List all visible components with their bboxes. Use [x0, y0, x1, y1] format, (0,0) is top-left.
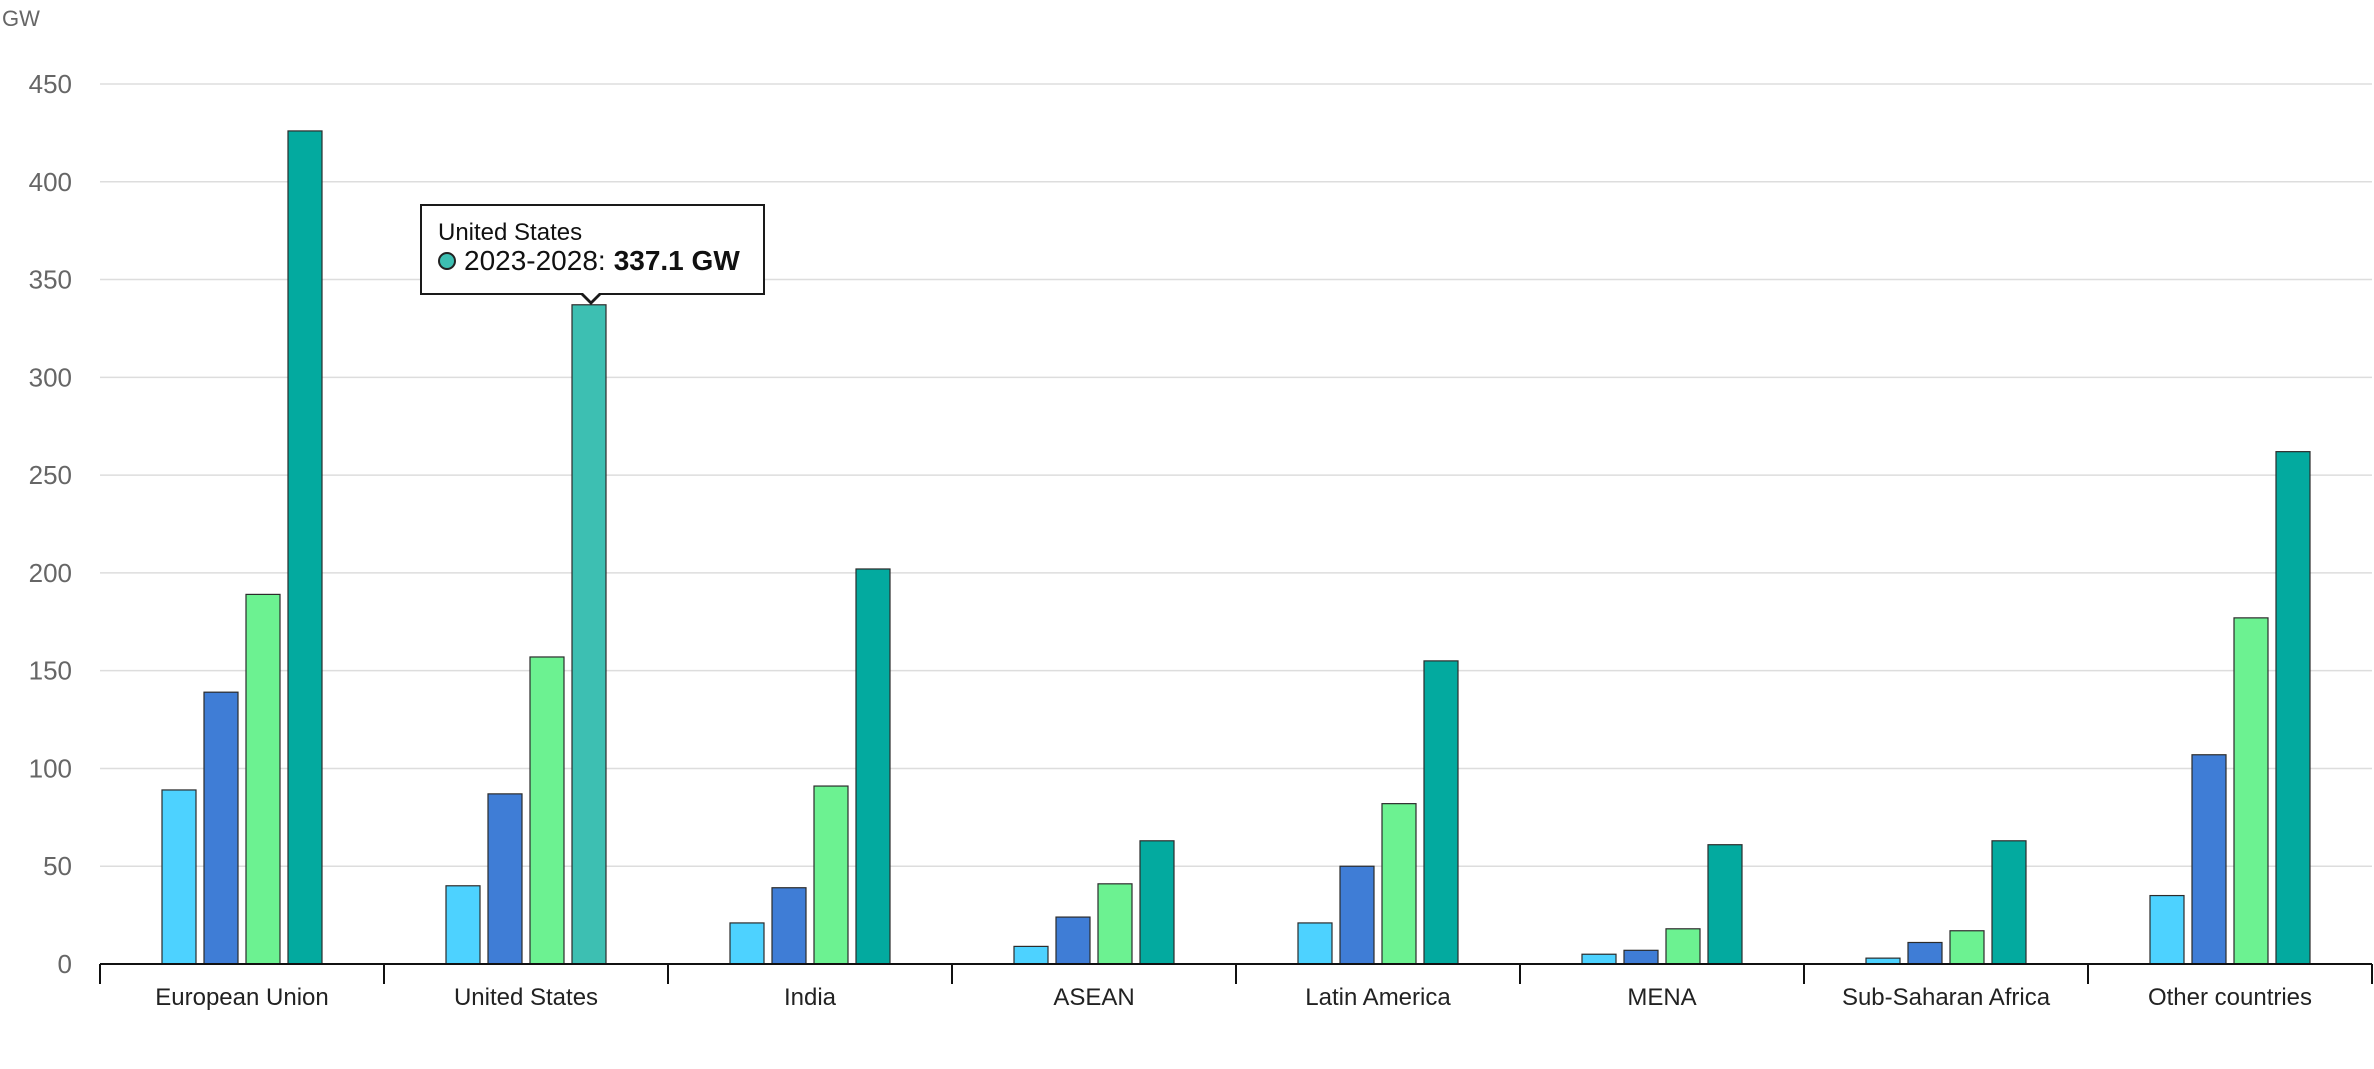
- bar[interactable]: [1055, 916, 1091, 965]
- bar[interactable]: [1949, 930, 1985, 965]
- gridlines: [100, 83, 2372, 867]
- bar[interactable]: [571, 304, 607, 965]
- bar[interactable]: [1339, 865, 1375, 965]
- bar[interactable]: [771, 887, 807, 965]
- x-tick-label: United States: [454, 984, 598, 1011]
- bar[interactable]: [487, 793, 523, 965]
- y-tick-label: 200: [29, 558, 72, 588]
- tooltip-series-dot-icon: [438, 252, 456, 270]
- bar[interactable]: [1665, 928, 1701, 965]
- bar[interactable]: [1097, 883, 1133, 965]
- tooltip-row: 2023-2028: 337.1 GW: [438, 246, 747, 276]
- y-tick-label: 50: [43, 851, 72, 881]
- tooltip-pointer-fill: [582, 292, 600, 301]
- bar[interactable]: [245, 593, 281, 965]
- bar[interactable]: [287, 130, 323, 965]
- bar[interactable]: [1297, 922, 1333, 965]
- bar[interactable]: [1707, 844, 1743, 965]
- x-tick-label: Latin America: [1305, 984, 1451, 1011]
- y-axis-ticks: 0 50 100 150 200 250 300 350 400 450: [29, 69, 72, 979]
- tooltip-separator: :: [597, 245, 606, 276]
- tooltip-value: 337.1 GW: [613, 245, 740, 276]
- bar[interactable]: [445, 885, 481, 965]
- bar[interactable]: [2275, 451, 2311, 965]
- x-tick-label: MENA: [1627, 984, 1696, 1011]
- bar[interactable]: [813, 785, 849, 965]
- y-tick-label: 300: [29, 362, 72, 392]
- bar[interactable]: [2191, 754, 2227, 965]
- y-tick-label: 450: [29, 69, 72, 99]
- bar[interactable]: [1423, 660, 1459, 965]
- y-axis-unit-label: GW: [2, 6, 40, 31]
- bar[interactable]: [203, 691, 239, 965]
- bar[interactable]: [1381, 803, 1417, 965]
- y-tick-label: 350: [29, 265, 72, 295]
- bar[interactable]: [1139, 840, 1175, 965]
- tooltip-category: United States: [438, 219, 583, 246]
- bar[interactable]: [729, 922, 765, 965]
- bar[interactable]: [1623, 949, 1659, 965]
- y-tick-label: 250: [29, 460, 72, 490]
- bars: [161, 130, 2311, 965]
- tooltip: United States 2023-2028: 337.1 GW: [420, 204, 765, 295]
- tooltip-series-name: 2023-2028: [464, 245, 598, 276]
- y-tick-label: 100: [29, 753, 72, 783]
- bar[interactable]: [161, 789, 197, 965]
- x-tick-label: Sub-Saharan Africa: [1842, 984, 2051, 1011]
- bar[interactable]: [2233, 617, 2269, 965]
- bar[interactable]: [855, 568, 891, 965]
- bar[interactable]: [1991, 840, 2027, 965]
- y-tick-label: 400: [29, 167, 72, 197]
- x-tick-label: European Union: [155, 984, 328, 1011]
- x-axis: European Union United States India ASEAN Lat…: [99, 963, 2373, 1011]
- y-tick-label: 150: [29, 656, 72, 686]
- y-tick-label: 0: [58, 949, 72, 979]
- bar[interactable]: [529, 656, 565, 965]
- bar[interactable]: [1907, 941, 1943, 965]
- bar[interactable]: [1013, 945, 1049, 965]
- x-tick-label: India: [784, 984, 837, 1011]
- x-tick-label: ASEAN: [1053, 984, 1134, 1011]
- x-tick-label: Other countries: [2148, 984, 2312, 1011]
- bar[interactable]: [1581, 953, 1617, 965]
- bar[interactable]: [2149, 894, 2185, 965]
